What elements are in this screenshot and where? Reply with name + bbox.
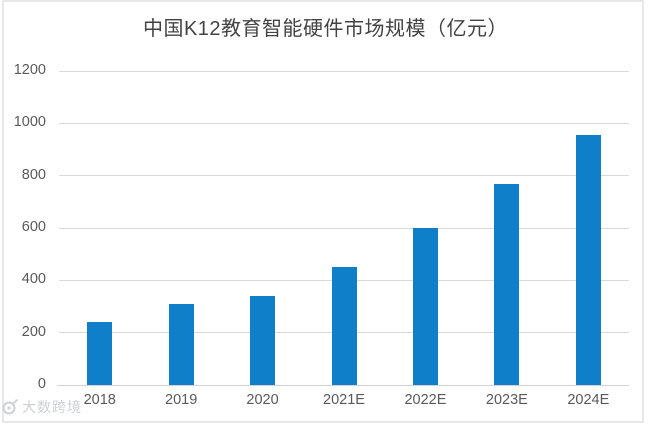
bar-2021E	[331, 267, 357, 385]
y-tick-label: 1200	[13, 62, 46, 78]
y-tick-label: 200	[21, 323, 46, 340]
bar-2022E	[412, 228, 438, 385]
watermark-text: 大数跨境	[22, 399, 82, 415]
gridline	[59, 122, 629, 124]
y-tick-label: 1000	[13, 114, 46, 131]
y-axis-labels: 0 200 400 600 800 1000 1200	[0, 0, 46, 427]
plot-area	[57, 70, 629, 386]
gridline	[59, 70, 629, 72]
bar-2020	[250, 296, 276, 385]
bar-2018	[87, 322, 113, 385]
y-tick-label: 600	[21, 219, 46, 235]
gridline	[59, 227, 629, 229]
chart-title: 中国K12教育智能硬件市场规模（亿元）	[142, 18, 509, 40]
bar-2023E	[494, 183, 520, 385]
y-tick-label: 0	[37, 376, 46, 392]
y-tick-label: 400	[21, 271, 46, 288]
x-axis-line	[57, 384, 629, 386]
bar-2019	[168, 303, 194, 385]
bar-2024E	[575, 135, 601, 385]
y-tick-label: 800	[21, 166, 46, 183]
watermark-logo-icon	[1, 398, 19, 416]
watermark: 大数跨境	[1, 397, 82, 417]
gridline	[59, 175, 629, 177]
